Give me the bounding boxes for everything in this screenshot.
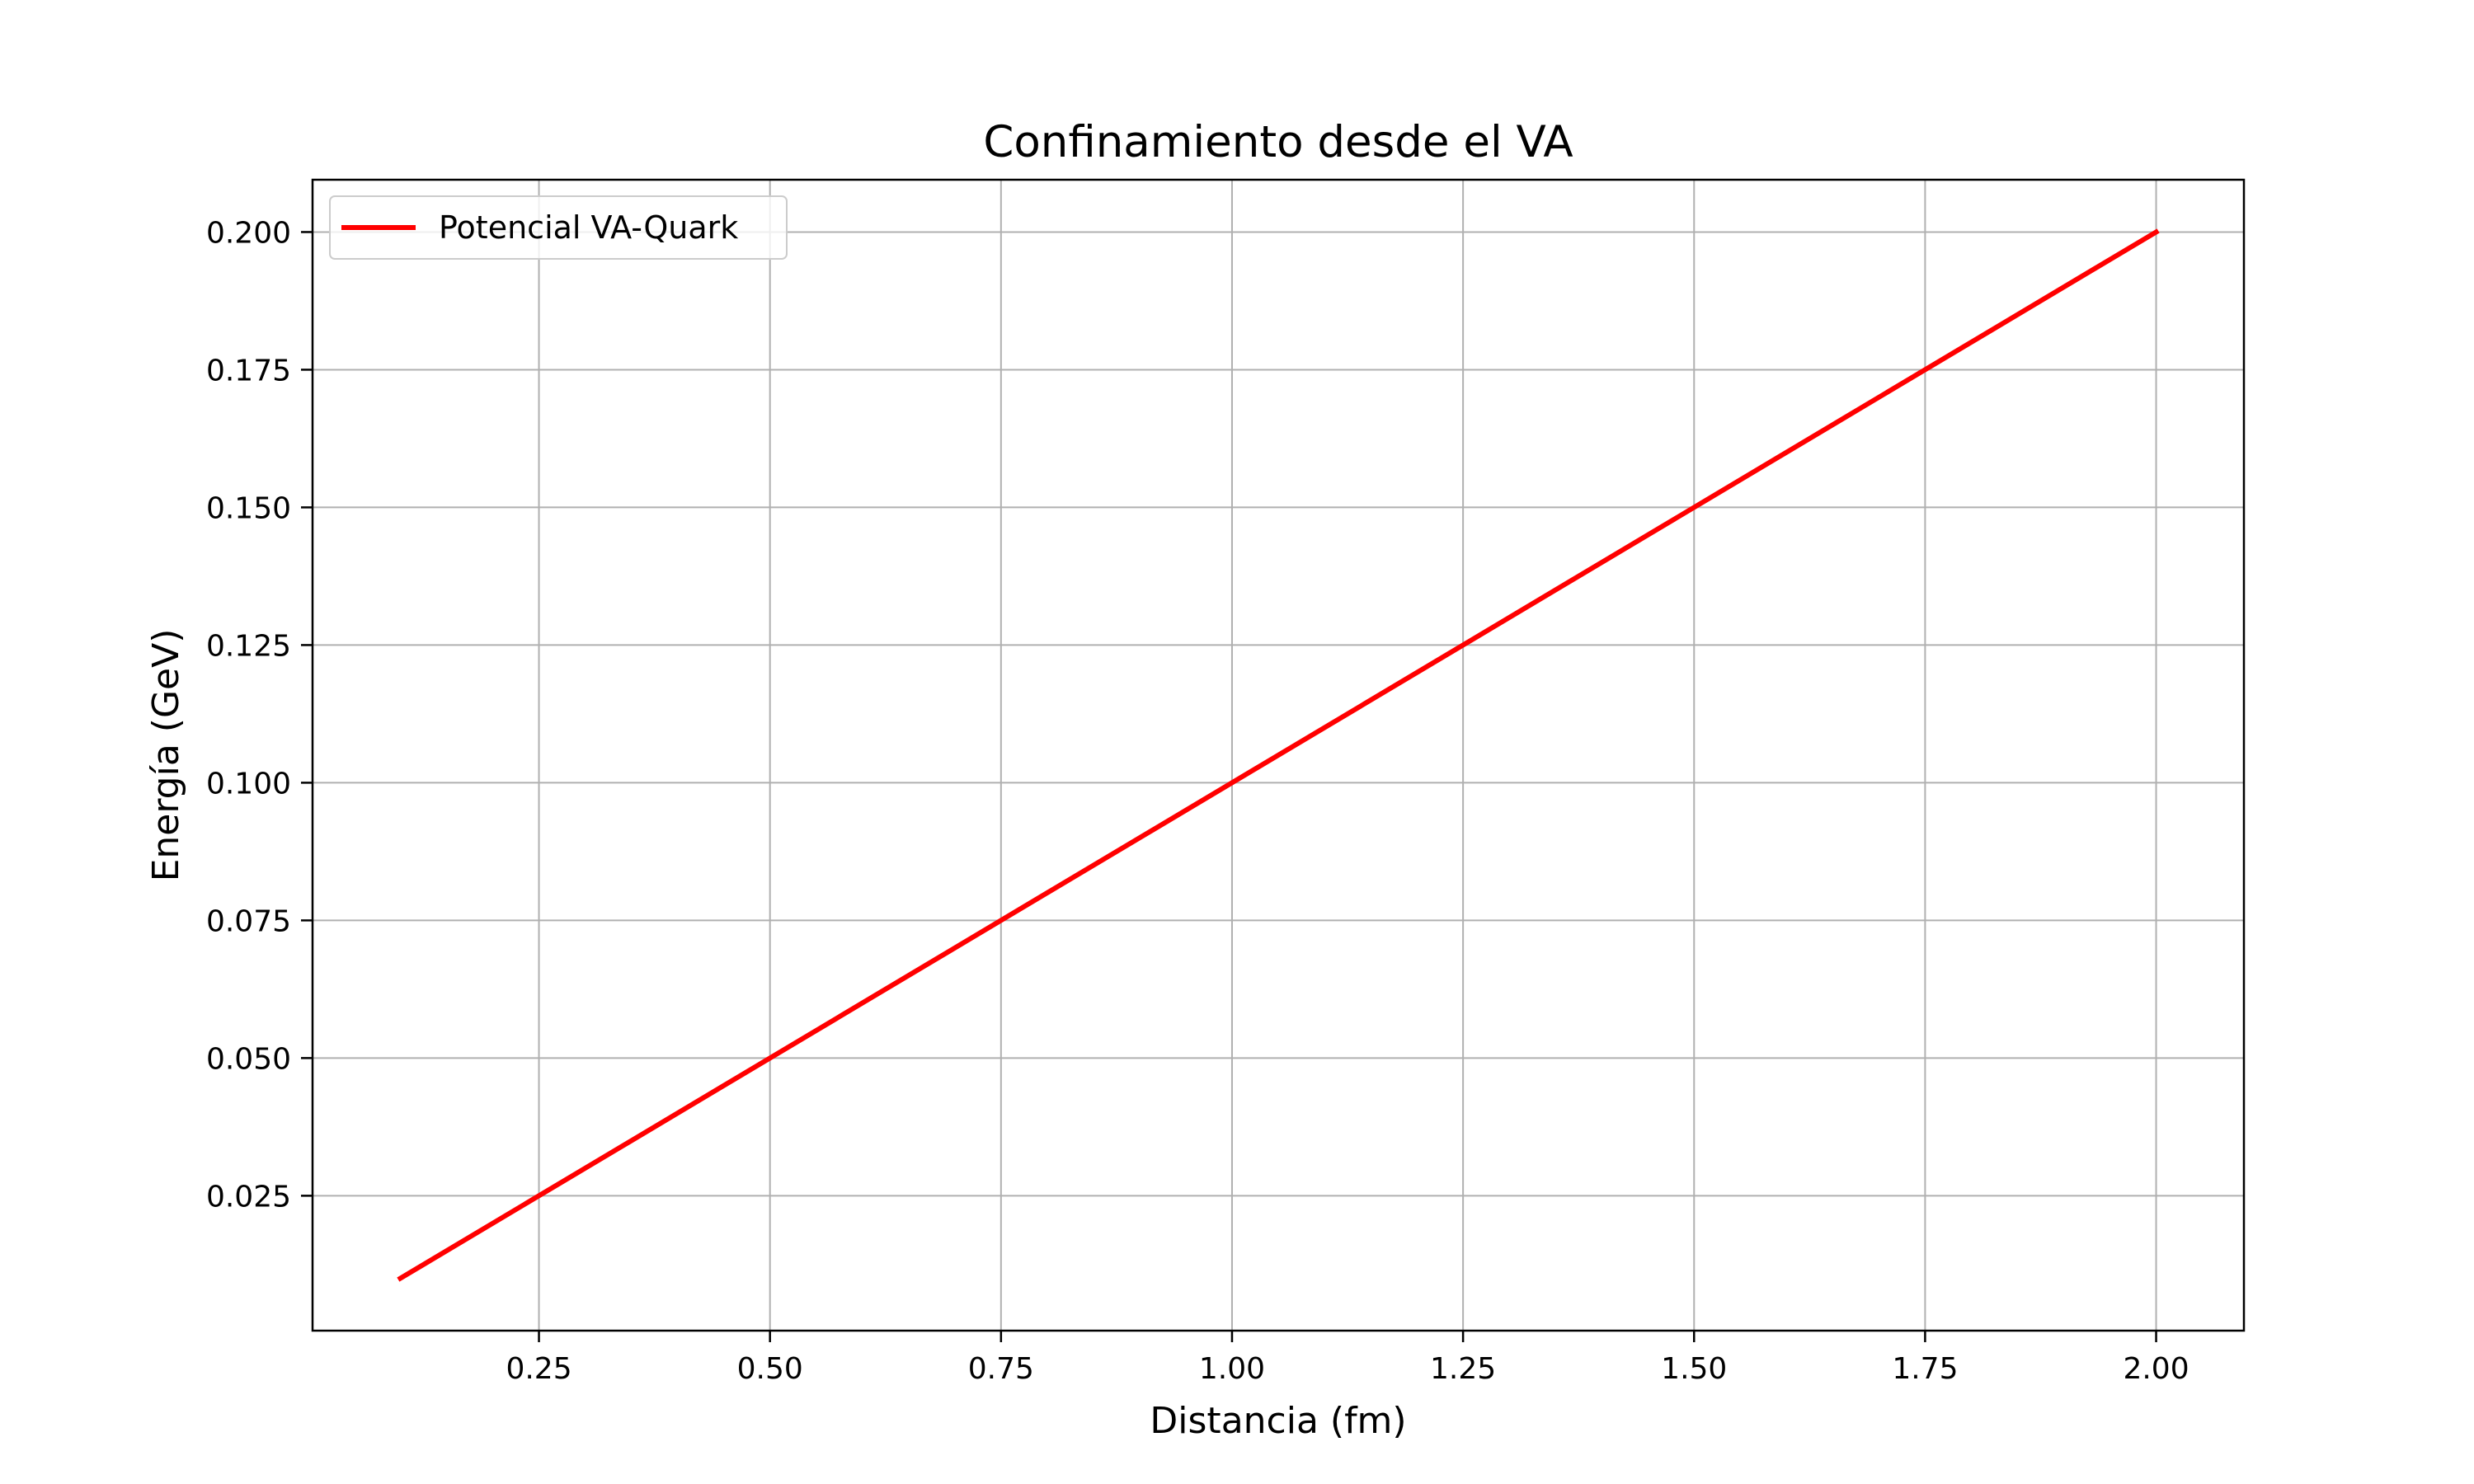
- x-tick-label-2: 0.75: [968, 1352, 1034, 1386]
- y-axis-label: Energía (GeV): [145, 629, 187, 882]
- y-tick-label-5: 0.150: [206, 491, 291, 525]
- x-tick-label-3: 1.00: [1199, 1352, 1265, 1386]
- y-tick-label-4: 0.125: [206, 629, 291, 663]
- x-tick-label-1: 0.50: [737, 1352, 803, 1386]
- x-tick-label-4: 1.25: [1430, 1352, 1496, 1386]
- y-tick-label-7: 0.200: [206, 216, 291, 250]
- y-tick-label-6: 0.175: [206, 354, 291, 387]
- x-axis-label: Distancia (fm): [1150, 1400, 1406, 1442]
- series-layer: [397, 228, 2160, 1282]
- y-tick-label-0: 0.025: [206, 1180, 291, 1214]
- chart-title: Confinamiento desde el VA: [983, 117, 1573, 167]
- legend: Potencial VA-Quark: [329, 195, 788, 260]
- legend-label-potencial-va-quark: Potencial VA-Quark: [439, 209, 738, 246]
- y-tick-label-2: 0.075: [206, 904, 291, 938]
- y-tick-label-3: 0.100: [206, 767, 291, 801]
- x-tick-label-6: 1.75: [1892, 1352, 1958, 1386]
- x-axis: 0.25 0.50 0.75 1.00 1.25 1.50 1.75 2.00: [506, 1331, 2189, 1386]
- y-tick-label-1: 0.050: [206, 1042, 291, 1076]
- grid: [313, 180, 2244, 1331]
- x-tick-label-5: 1.50: [1661, 1352, 1727, 1386]
- y-axis: 0.025 0.050 0.075 0.100 0.125 0.150 0.175 0.200: [206, 216, 313, 1214]
- x-tick-label-0: 0.25: [506, 1352, 571, 1386]
- plot-area-frame: [311, 178, 2246, 1332]
- x-tick-label-7: 2.00: [2123, 1352, 2189, 1386]
- series-line-0: [397, 228, 2160, 1282]
- legend-box: [329, 195, 788, 260]
